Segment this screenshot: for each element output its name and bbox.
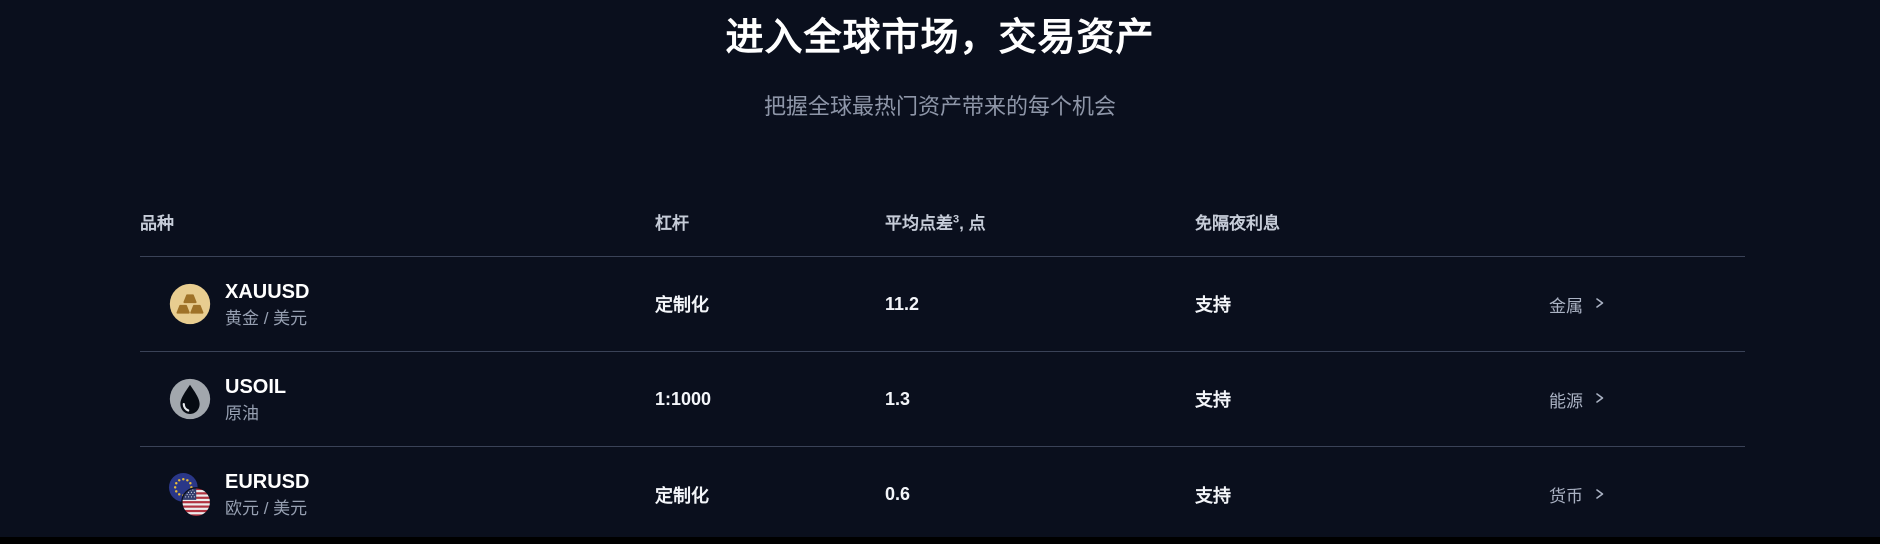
column-header-swapfree: 免隔夜利息 (1195, 214, 1280, 233)
category-link-energy[interactable]: 能源 (1549, 387, 1605, 412)
table-header-row: 品种 杠杆 平均点差3, 点 免隔夜利息 (140, 200, 1745, 257)
cell-swapfree: 支持 (1195, 390, 1231, 410)
category-link-label: 能源 (1549, 391, 1583, 411)
cell-symbol: EURUSD 欧元 / 美元 (140, 470, 655, 519)
cell-symbol: USOIL 原油 (140, 375, 655, 424)
chevron-right-icon (1593, 389, 1605, 409)
symbol-name: XAUUSD (225, 280, 310, 303)
cell-swapfree: 支持 (1195, 295, 1231, 315)
cell-symbol: XAUUSD 黄金 / 美元 (140, 280, 655, 329)
chevron-right-icon (1593, 294, 1605, 314)
symbol-description: 欧元 / 美元 (225, 499, 308, 518)
category-link-metals[interactable]: 金属 (1549, 292, 1605, 317)
symbol-name: USOIL (225, 375, 287, 398)
symbol-description: 黄金 / 美元 (225, 308, 308, 328)
gold-bars-icon (168, 282, 212, 326)
category-link-label: 金属 (1549, 296, 1583, 316)
column-header-leverage: 杠杆 (655, 214, 689, 233)
column-header-spread: 平均点差3, 点 (885, 209, 1195, 234)
cell-swapfree: 支持 (1195, 485, 1231, 506)
eu-us-flags-icon (168, 472, 212, 518)
symbol-name: EURUSD (225, 471, 310, 493)
spread-footnote-marker: 3 (953, 213, 960, 226)
cell-leverage: 定制化 (655, 485, 709, 506)
category-link-currencies[interactable]: 货币 (1549, 482, 1605, 507)
oil-drop-icon (168, 377, 212, 421)
page-subtitle: 把握全球最热门资产带来的每个机会 (763, 93, 1116, 119)
cell-leverage: 1:1000 (655, 388, 712, 409)
table-row-usoil[interactable]: USOIL 原油 1:1000 1.3 支持 能源 (140, 352, 1745, 447)
table-row-xauusd[interactable]: XAUUSD 黄金 / 美元 定制化 11.2 支持 金属 (140, 257, 1745, 352)
spread-header-text: 平均点差 (885, 214, 953, 233)
table-row-eurusd[interactable]: EURUSD 欧元 / 美元 定制化 0.6 支持 货币 (140, 447, 1745, 542)
chevron-right-icon (1593, 485, 1605, 505)
cell-spread: 1.3 (885, 388, 911, 409)
cell-spread: 11.2 (885, 293, 920, 314)
spread-header-unit: , 点 (959, 214, 986, 233)
cell-spread: 0.6 (885, 484, 911, 504)
page-bottom-edge (0, 537, 1880, 544)
symbol-description: 原油 (225, 403, 259, 423)
page-title: 进入全球市场，交易资产 (725, 17, 1155, 59)
instruments-table: 品种 杠杆 平均点差3, 点 免隔夜利息 XAUUSD 黄金 / 美元 (140, 200, 1745, 542)
category-link-label: 货币 (1549, 487, 1583, 506)
column-header-symbol: 品种 (140, 214, 174, 233)
hero-section: 进入全球市场，交易资产 把握全球最热门资产带来的每个机会 (0, 0, 1880, 121)
cell-leverage: 定制化 (655, 295, 709, 315)
